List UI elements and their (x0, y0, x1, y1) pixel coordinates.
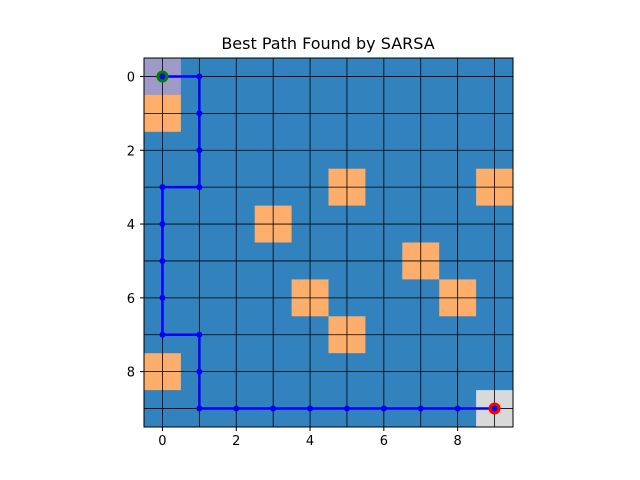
path-point (159, 294, 166, 301)
path-point (454, 405, 461, 412)
path-point (196, 184, 203, 191)
y-tick-label: 0 (127, 70, 135, 85)
path-point (159, 257, 166, 264)
y-tick-label: 8 (127, 366, 135, 381)
x-tick-label: 4 (306, 434, 314, 449)
path-point (196, 331, 203, 338)
x-tick-label: 0 (158, 434, 166, 449)
goal-path-point (491, 405, 498, 412)
path-point (343, 405, 350, 412)
path-point (380, 405, 387, 412)
path-point (270, 405, 277, 412)
endpoint-markers (156, 70, 501, 415)
path-point (159, 184, 166, 191)
path-point (196, 147, 203, 154)
y-tick-label: 6 (127, 292, 135, 307)
chart-title: Best Path Found by SARSA (221, 34, 434, 53)
axes: 0 2 4 6 8 0 2 4 6 8 (127, 57, 514, 449)
path-point (196, 73, 203, 80)
path-point (196, 405, 203, 412)
y-tick-label: 4 (127, 218, 135, 233)
path-point (159, 331, 166, 338)
start-path-point (159, 73, 166, 80)
x-tick-label: 2 (232, 434, 240, 449)
x-tick-label: 8 (454, 434, 462, 449)
path-point (417, 405, 424, 412)
path-point (159, 221, 166, 228)
x-tick-label: 6 (380, 434, 388, 449)
path-point (233, 405, 240, 412)
path-point (196, 368, 203, 375)
plot-frame (143, 57, 514, 428)
y-tick-label: 2 (127, 144, 135, 159)
path-point (307, 405, 314, 412)
path-point (196, 110, 203, 117)
path-layer (159, 73, 498, 412)
